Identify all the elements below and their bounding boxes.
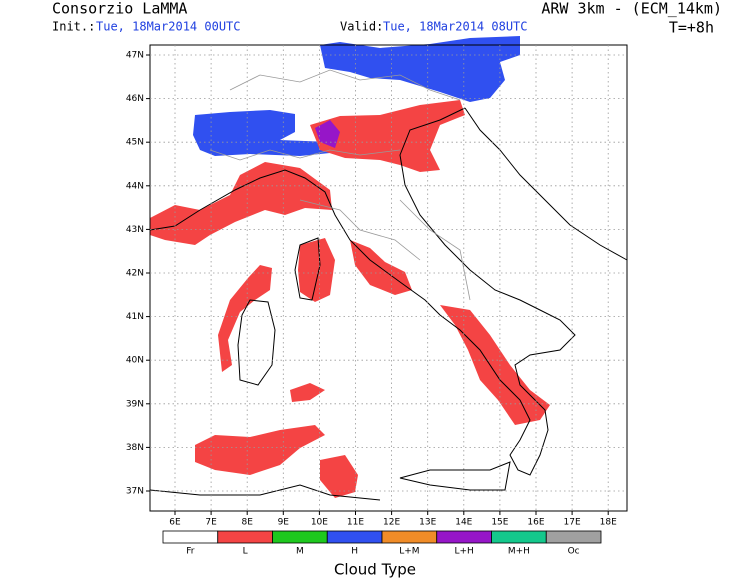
lead-time: T=+8h [669, 19, 714, 37]
lat-label: 38N [126, 443, 144, 453]
map [149, 36, 628, 512]
legend-label: L [243, 547, 248, 557]
lat-label: 46N [126, 94, 144, 104]
legend-swatch [381, 530, 438, 544]
lat-label: 47N [126, 51, 144, 61]
lat-label: 43N [126, 225, 144, 235]
init-time: Tue, 18Mar2014 00UTC [96, 20, 241, 34]
lat-label: 45N [126, 138, 144, 148]
lon-label: 9E [278, 518, 290, 528]
right-title: ARW 3km - (ECM_14km) [541, 0, 722, 18]
legend-swatch [272, 530, 328, 544]
legend-label: Fr [186, 547, 195, 557]
lon-label: 8E [241, 518, 253, 528]
lat-label: 39N [126, 399, 144, 409]
legend-swatch [326, 530, 383, 544]
legend-title: Cloud Type [334, 561, 416, 579]
lon-label: 14E [455, 518, 472, 528]
lon-label: 11E [347, 518, 364, 528]
lat-label: 37N [126, 487, 144, 497]
legend-swatch [162, 530, 219, 544]
left-title: Consorzio LaMMA [52, 0, 187, 18]
legend-swatch [545, 530, 602, 544]
clouds [150, 36, 550, 498]
lon-label: 16E [527, 518, 544, 528]
legend-label: L+M [399, 547, 419, 557]
legend-label: H [351, 547, 358, 557]
lon-label: 18E [600, 518, 617, 528]
lon-label: 12E [383, 518, 400, 528]
legend-label: M+H [508, 547, 530, 557]
valid-time: Tue, 18Mar2014 08UTC [383, 20, 528, 34]
lon-label: 15E [491, 518, 508, 528]
lat-label: 44N [126, 181, 144, 191]
legend-label: M [296, 547, 304, 557]
map-frame [149, 44, 628, 512]
legend-label: L+H [454, 547, 473, 557]
legend-swatch [491, 530, 547, 544]
lon-label: 13E [419, 518, 436, 528]
lon-label: 17E [564, 518, 581, 528]
legend-label: Oc [568, 547, 580, 557]
lat-label: 41N [126, 312, 144, 322]
legend-swatch [217, 530, 273, 544]
lat-label: 40N [126, 356, 144, 366]
lon-label: 7E [205, 518, 217, 528]
lon-label: 6E [169, 518, 181, 528]
legend-swatch [436, 530, 492, 544]
lon-label: 10E [311, 518, 328, 528]
init-label: Init.: [52, 20, 95, 34]
lat-label: 42N [126, 269, 144, 279]
valid-label: Valid: [340, 20, 383, 34]
